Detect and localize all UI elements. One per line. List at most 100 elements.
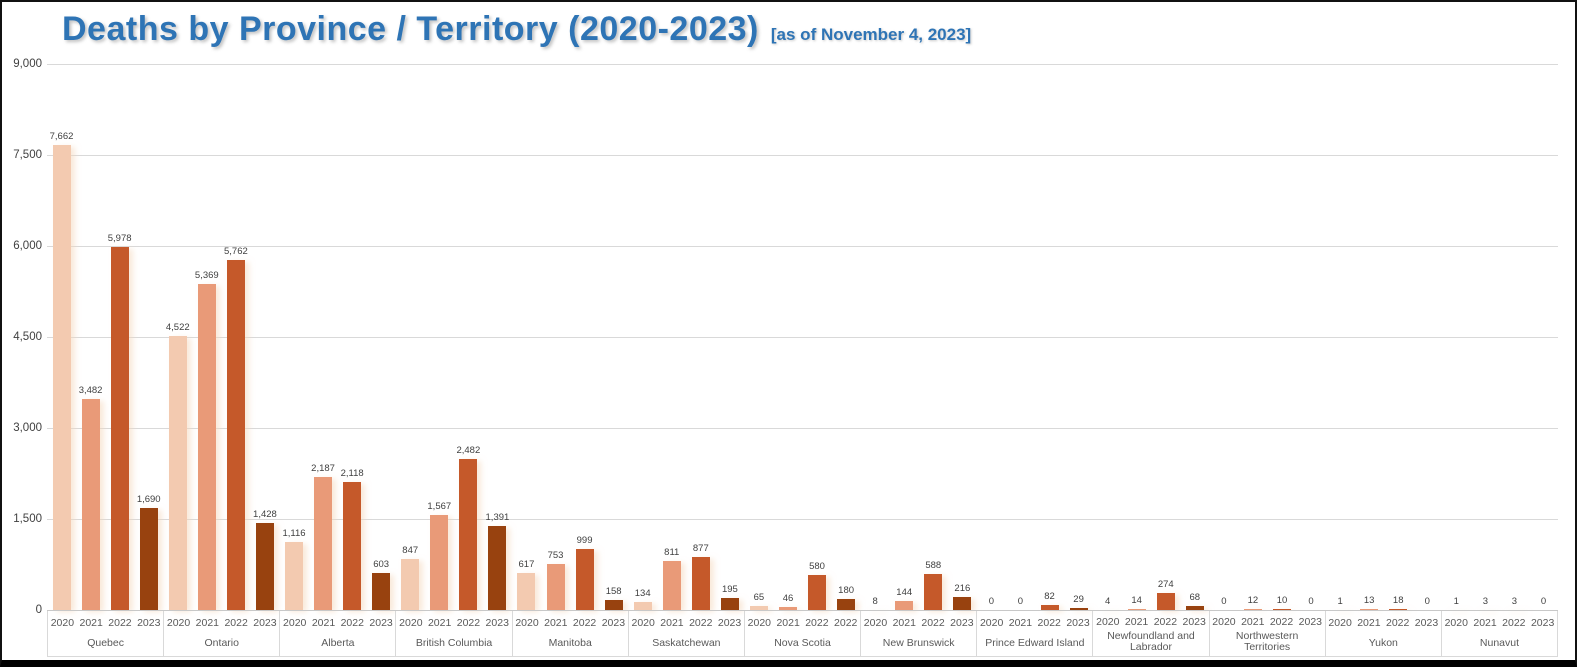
- gridline: [47, 337, 1558, 338]
- chart-header: Deaths by Province / Territory (2020-202…: [62, 10, 971, 49]
- province-label: British Columbia: [415, 636, 493, 649]
- bar-new-brunswick-2022[interactable]: [924, 574, 943, 610]
- bar-quebec-2020[interactable]: [52, 145, 71, 610]
- data-label: 617: [518, 558, 535, 570]
- bar-nova-scotia-2020[interactable]: [749, 606, 768, 610]
- data-label: 46: [782, 593, 794, 605]
- data-label: 1,116: [282, 528, 306, 540]
- data-label: 0: [1424, 596, 1430, 607]
- bar-cell: 847: [401, 544, 420, 610]
- year-label: 2020: [515, 617, 539, 629]
- axis-group-british-columbia: 2020 2021 2022 2023 British Columbia: [396, 611, 513, 656]
- bar-group-british-columbia: 847 1,567 2,482 1,391: [396, 64, 512, 610]
- bar-new-brunswick-2020[interactable]: [866, 609, 885, 610]
- province-label: Alberta: [321, 636, 355, 649]
- bar-alberta-2021[interactable]: [314, 477, 333, 610]
- bar-cell: 753: [546, 551, 565, 610]
- bar-saskatchewan-2022[interactable]: [691, 556, 710, 610]
- bar-manitoba-2020[interactable]: [517, 572, 536, 610]
- year-label: 2023: [369, 617, 393, 629]
- bar-cell: 617: [517, 558, 536, 610]
- data-label: 3: [1511, 595, 1518, 607]
- bar-cell: 13: [1360, 596, 1379, 610]
- bar-prince-edward-island-2023[interactable]: [1069, 608, 1088, 610]
- year-labels-row: 2020 2021 2022 2023: [629, 611, 744, 632]
- bar-british-columbia-2021[interactable]: [430, 514, 449, 610]
- bar-nova-scotia-2021[interactable]: [778, 607, 797, 610]
- data-label: 5,762: [223, 246, 248, 258]
- bar-cell: 68: [1185, 592, 1204, 610]
- data-label: 180: [838, 585, 855, 597]
- bar-manitoba-2023[interactable]: [604, 600, 623, 610]
- data-label: 12: [1247, 595, 1259, 607]
- bar-cell: 18: [1389, 595, 1408, 610]
- bar-cell: 10: [1272, 596, 1291, 610]
- bar-saskatchewan-2020[interactable]: [633, 601, 652, 610]
- bar-cell: 4: [1098, 595, 1117, 610]
- bar-saskatchewan-2023[interactable]: [720, 598, 739, 610]
- bar-northwestern-territories-2022[interactable]: [1272, 609, 1291, 610]
- bar-cell: 134: [633, 588, 652, 610]
- bar-manitoba-2022[interactable]: [575, 549, 594, 610]
- year-label: 2022: [1037, 617, 1061, 629]
- bar-prince-edward-island-2022[interactable]: [1040, 605, 1059, 610]
- year-label: 2022: [689, 617, 713, 629]
- gridline: [47, 519, 1558, 520]
- bar-british-columbia-2023[interactable]: [488, 525, 507, 610]
- data-label: 158: [605, 586, 622, 598]
- bar-newfoundland-and-labrador-2021[interactable]: [1127, 609, 1146, 610]
- province-label: Saskatchewan: [652, 636, 721, 649]
- data-label: 1,690: [136, 493, 161, 505]
- data-label: 811: [664, 546, 680, 558]
- bar-yukon-2021[interactable]: [1360, 609, 1379, 610]
- bar-ontario-2022[interactable]: [226, 260, 245, 610]
- bar-group-newfoundland-and-labrador: 4 14 274 68: [1093, 64, 1209, 610]
- year-labels-row: 2020 2021 2022 2023: [1210, 611, 1325, 630]
- bar-newfoundland-and-labrador-2022[interactable]: [1156, 593, 1175, 610]
- bar-ontario-2020[interactable]: [168, 335, 187, 610]
- bar-ontario-2021[interactable]: [197, 284, 216, 610]
- data-label: 847: [402, 544, 419, 556]
- bar-alberta-2020[interactable]: [284, 542, 303, 610]
- bar-nova-scotia-2023[interactable]: [837, 599, 856, 610]
- bar-alberta-2023[interactable]: [372, 573, 391, 610]
- bar-cell: 1: [1331, 596, 1350, 610]
- year-label: 2023: [137, 617, 161, 629]
- year-label: 2023: [717, 617, 742, 629]
- year-label: 2020: [1212, 616, 1236, 628]
- bar-new-brunswick-2023[interactable]: [953, 596, 972, 610]
- bar-nova-scotia-2022[interactable]: [808, 574, 827, 610]
- bar-cell: 1,116: [282, 528, 306, 610]
- year-labels-row: 2020 2021 2022 2023: [396, 611, 511, 632]
- bar-british-columbia-2022[interactable]: [459, 459, 478, 610]
- bar-newfoundland-and-labrador-2023[interactable]: [1185, 605, 1204, 610]
- bar-cell: 999: [575, 536, 594, 610]
- bar-british-columbia-2020[interactable]: [401, 558, 420, 610]
- bar-quebec-2021[interactable]: [81, 398, 100, 610]
- bar-ontario-2023[interactable]: [255, 523, 274, 610]
- bar-cell: 0: [982, 597, 1000, 610]
- year-label: 2020: [1328, 617, 1352, 629]
- bar-quebec-2023[interactable]: [139, 507, 158, 610]
- data-label: 4: [1104, 595, 1111, 607]
- bar-quebec-2022[interactable]: [110, 247, 129, 610]
- bar-saskatchewan-2021[interactable]: [662, 560, 681, 610]
- bar-new-brunswick-2021[interactable]: [895, 601, 914, 610]
- bar-cell: 1,391: [486, 512, 509, 610]
- data-label: 1: [1453, 595, 1459, 607]
- bar-manitoba-2021[interactable]: [546, 564, 565, 610]
- bar-cell: 580: [808, 561, 827, 610]
- bar-cell: 0: [1535, 597, 1553, 610]
- year-labels-row: 2020 2021 2022 2023: [164, 611, 279, 632]
- data-label: 274: [1157, 579, 1174, 591]
- bar-alberta-2022[interactable]: [343, 481, 362, 610]
- year-label: 2021: [195, 617, 220, 629]
- year-label: 2022: [108, 617, 132, 629]
- data-label: 4,522: [165, 321, 190, 333]
- bar-northwestern-territories-2021[interactable]: [1243, 609, 1262, 610]
- bar-yukon-2022[interactable]: [1389, 608, 1408, 610]
- year-label: 2021: [311, 617, 336, 629]
- bar-cell: 0: [1418, 597, 1436, 610]
- year-labels-row: 2020 2021 2022 2023: [861, 611, 976, 632]
